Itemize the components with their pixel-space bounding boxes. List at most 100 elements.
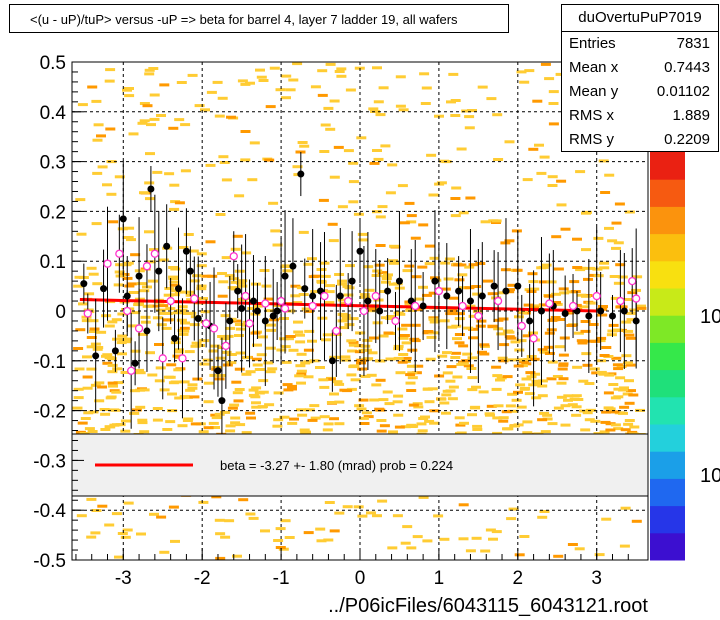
density-cell (519, 535, 530, 538)
density-cell (117, 312, 128, 316)
density-cell (372, 269, 383, 273)
density-cell (619, 386, 629, 390)
density-cell (422, 293, 432, 297)
density-cell (424, 400, 435, 404)
density-cell (337, 312, 348, 316)
density-cell (287, 421, 298, 425)
data-point (419, 302, 427, 310)
density-cell (567, 403, 578, 407)
density-cell (348, 161, 359, 165)
density-cell (82, 355, 92, 359)
density-cell (129, 411, 140, 415)
density-cell (408, 403, 419, 407)
density-cell (619, 544, 630, 548)
density-cell (400, 425, 411, 429)
density-cell (303, 375, 314, 379)
density-cell (179, 326, 190, 330)
density-cell (257, 335, 268, 339)
density-cell (234, 388, 245, 391)
density-cell (580, 428, 591, 432)
density-cell (255, 68, 265, 72)
density-cell (458, 286, 469, 290)
data-point (585, 312, 593, 320)
density-cell (603, 391, 614, 395)
density-cell (196, 284, 207, 288)
density-cell (304, 329, 315, 333)
data-point (163, 242, 171, 250)
density-cell (152, 316, 163, 320)
density-cell (612, 363, 623, 367)
density-cell (516, 405, 527, 409)
density-cell (339, 326, 350, 330)
density-cell (203, 400, 214, 404)
density-cell (140, 315, 151, 319)
density-cell (299, 144, 310, 148)
density-cell (252, 343, 262, 347)
density-cell (224, 274, 235, 278)
data-point (348, 277, 356, 285)
density-cell (348, 200, 359, 204)
density-cell (442, 351, 452, 355)
density-cell (93, 123, 104, 127)
density-cell (264, 403, 275, 407)
density-cell (152, 418, 163, 422)
density-cell (624, 333, 635, 337)
density-cell (604, 373, 615, 377)
density-cell (472, 424, 483, 428)
density-cell (173, 350, 184, 354)
data-point-open (320, 291, 329, 301)
density-cell (518, 360, 529, 364)
palette-cell (650, 532, 685, 561)
density-cell (220, 410, 230, 414)
density-cell (237, 79, 248, 83)
density-cell (251, 357, 262, 361)
density-cell (158, 258, 169, 262)
density-cell (537, 394, 548, 398)
stats-name: duOvertuPuP7019 (562, 5, 718, 32)
density-cell (120, 535, 131, 539)
density-cell (407, 348, 418, 352)
density-cell (296, 352, 307, 356)
density-cell (573, 331, 584, 335)
density-cell (334, 422, 345, 426)
density-cell (316, 280, 327, 284)
density-cell (359, 293, 370, 297)
y-tick-label: -0.2 (33, 402, 66, 423)
density-cell (441, 393, 452, 397)
density-cell (288, 78, 299, 82)
stats-row-rms-y: RMS y 0.2209 (562, 128, 718, 152)
density-cell (467, 356, 478, 360)
density-cell (553, 406, 564, 410)
density-cell (505, 404, 516, 408)
density-cell (467, 413, 477, 417)
density-cell (105, 127, 116, 131)
density-cell (456, 147, 467, 151)
data-point (273, 307, 281, 315)
palette-cell (650, 478, 685, 507)
density-cell (329, 529, 340, 533)
density-cell (377, 499, 388, 503)
density-cell (99, 408, 110, 411)
density-cell (234, 194, 245, 198)
density-cell (111, 512, 122, 516)
density-cell (613, 427, 624, 431)
palette-cell (650, 396, 685, 425)
density-cell (148, 67, 159, 70)
density-cell (258, 379, 269, 383)
density-cell (325, 62, 336, 66)
density-cell (613, 281, 624, 285)
density-cell (514, 348, 525, 352)
density-cell (222, 363, 233, 367)
density-cell (334, 400, 345, 404)
density-cell (454, 341, 465, 345)
density-cell (467, 388, 478, 392)
density-cell (292, 62, 303, 66)
density-cell (556, 395, 567, 399)
density-cell (350, 378, 361, 382)
density-cell (499, 343, 510, 347)
density-cell (358, 238, 369, 242)
density-cell (248, 516, 259, 520)
density-cell (340, 358, 351, 362)
density-cell (87, 85, 98, 89)
density-cell (289, 417, 299, 421)
